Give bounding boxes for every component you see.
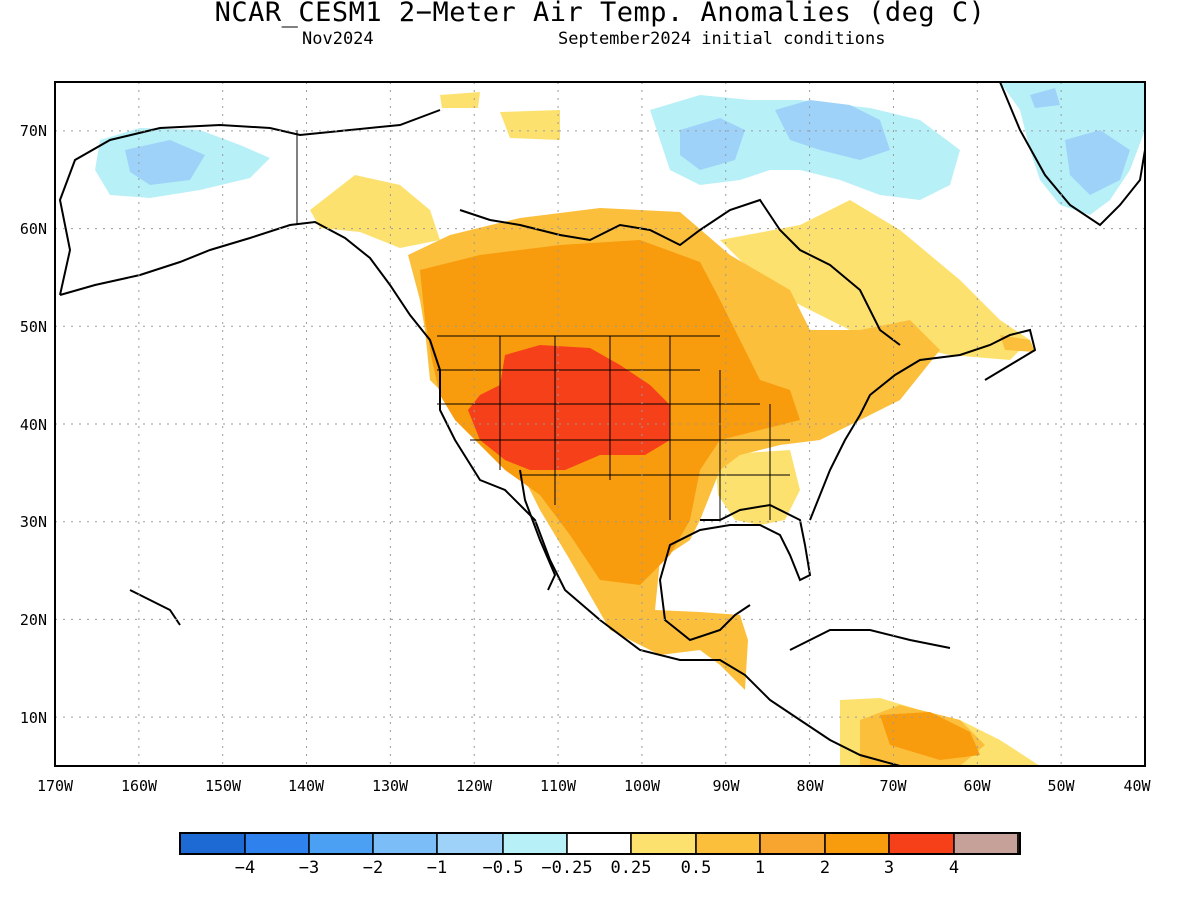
colorbar-label-0-25: 0.25: [611, 858, 652, 878]
colorbar-label-minus-0-5: −0.5: [483, 858, 524, 878]
colorbar-swatch-8: [630, 832, 697, 855]
colorbar-swatch-7: [566, 832, 632, 855]
lat-label-30n: 30N: [20, 513, 47, 531]
lon-label-60w: 60W: [963, 777, 991, 795]
colorbar-swatch-11: [824, 832, 890, 855]
colorbar: [179, 832, 1021, 855]
forecast-month: Nov2024: [302, 29, 374, 49]
lon-label-100w: 100W: [624, 777, 661, 795]
colorbar-swatch-6: [502, 832, 568, 855]
colorbar-label-minus-0-25: −0.25: [541, 858, 592, 878]
lon-label-130w: 130W: [372, 777, 409, 795]
colorbar-label-0-5: 0.5: [681, 858, 712, 878]
lat-label-50n: 50N: [20, 318, 47, 336]
lon-label-150w: 150W: [205, 777, 242, 795]
colorbar-swatch-9: [695, 832, 761, 855]
lon-label-120w: 120W: [456, 777, 493, 795]
colorbar-swatch-4: [372, 832, 438, 855]
colorbar-label-minus-2: −2: [363, 858, 383, 878]
lat-label-70n: 70N: [20, 122, 47, 140]
colorbar-swatch-13: [953, 832, 1019, 855]
colorbar-swatch-12: [888, 832, 955, 855]
colorbar-label-4: 4: [949, 858, 959, 878]
colorbar-frame: [179, 832, 1021, 855]
colorbar-swatch-10: [759, 832, 826, 855]
colorbar-label-2: 2: [820, 858, 830, 878]
lon-label-110w: 110W: [540, 777, 577, 795]
coastlines: [58, 82, 1145, 766]
colorbar-label-minus-3: −3: [299, 858, 319, 878]
lat-label-20n: 20N: [20, 611, 47, 629]
lon-label-70w: 70W: [879, 777, 907, 795]
anomaly-fill-red: [468, 345, 670, 470]
graticule: [55, 82, 1145, 766]
initial-conditions-label: September2024 initial conditions: [558, 29, 886, 49]
lon-label-40w: 40W: [1123, 777, 1151, 795]
lon-label-170w: 170W: [37, 777, 74, 795]
colorbar-swatch-1: [179, 832, 246, 855]
colorbar-label-minus-4: −4: [235, 858, 255, 878]
colorbar-swatch-5: [436, 832, 504, 855]
map-frame: [54, 81, 1146, 767]
colorbar-label-1: 1: [755, 858, 765, 878]
lon-label-80w: 80W: [796, 777, 824, 795]
latitude-axis: 70N 60N 50N 40N 30N 20N 10N: [20, 122, 47, 727]
lon-label-160w: 160W: [121, 777, 158, 795]
colorbar-swatch-3: [308, 832, 374, 855]
colorbar-labels: −4 −3 −2 −1 −0.5 −0.25 0.25 0.5 1 2 3 4: [235, 858, 959, 878]
colorbar-swatch-2: [244, 832, 310, 855]
lon-label-90w: 90W: [712, 777, 740, 795]
lon-label-50w: 50W: [1047, 777, 1075, 795]
lat-label-40n: 40N: [20, 416, 47, 434]
political-borders: [296, 130, 790, 520]
lat-label-10n: 10N: [20, 709, 47, 727]
lat-label-60n: 60N: [20, 220, 47, 238]
lon-label-140w: 140W: [288, 777, 325, 795]
map-title: NCAR_CESM1 2−Meter Air Temp. Anomalies (…: [214, 0, 986, 28]
colorbar-label-minus-1: −1: [427, 858, 447, 878]
colorbar-label-3: 3: [884, 858, 894, 878]
longitude-axis: 170W 160W 150W 140W 130W 120W 110W 100W …: [37, 777, 1152, 795]
